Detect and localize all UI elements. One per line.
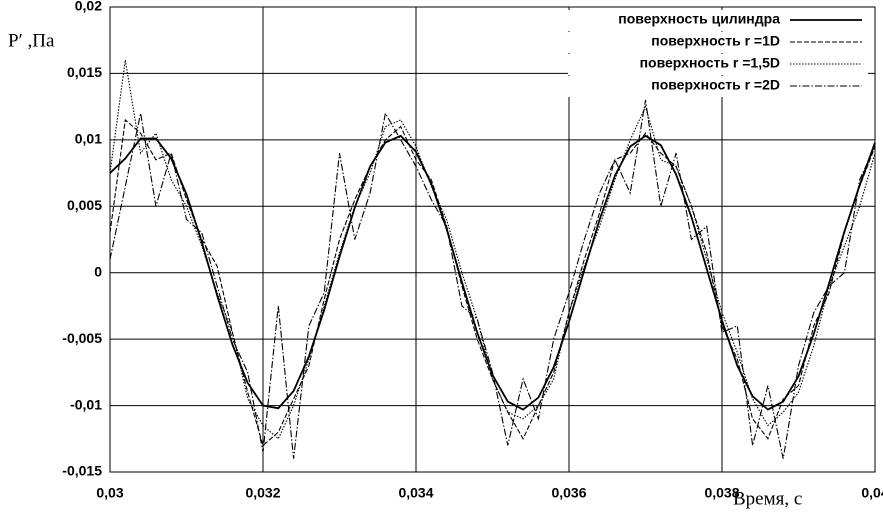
legend-label: поверхность r =1D <box>651 33 780 49</box>
y-tick-label: 0,005 <box>67 197 102 213</box>
legend-bg <box>568 76 868 97</box>
x-tick-label: 0,038 <box>704 485 739 501</box>
x-tick-label: 0,04 <box>861 485 883 501</box>
x-tick-label: 0,032 <box>245 485 280 501</box>
legend-label: поверхность r =1,5D <box>640 55 780 71</box>
legend-label: поверхность r =2D <box>651 77 780 93</box>
legend-bg <box>568 32 868 53</box>
x-axis-label: Время, с <box>733 488 802 509</box>
legend-bg <box>568 10 868 31</box>
series-line <box>109 134 876 411</box>
y-tick-label: 0,02 <box>75 0 102 14</box>
legend-bg <box>568 54 868 75</box>
y-tick-label: -0,015 <box>62 463 102 479</box>
y-tick-label: -0,005 <box>62 330 102 346</box>
x-tick-label: 0,034 <box>398 485 433 501</box>
series-line <box>109 118 876 447</box>
x-tick-label: 0,036 <box>551 485 586 501</box>
series-line <box>109 60 876 440</box>
series-line <box>109 99 876 459</box>
x-tick-label: 0,03 <box>96 485 123 501</box>
y-tick-label: -0,01 <box>70 396 102 412</box>
y-tick-label: 0,015 <box>67 64 102 80</box>
legend-label: поверхность цилиндра <box>618 11 780 27</box>
y-tick-label: 0,01 <box>75 131 102 147</box>
y-axis-label: P′ ,Па <box>8 30 55 51</box>
y-tick-label: 0 <box>94 263 102 279</box>
